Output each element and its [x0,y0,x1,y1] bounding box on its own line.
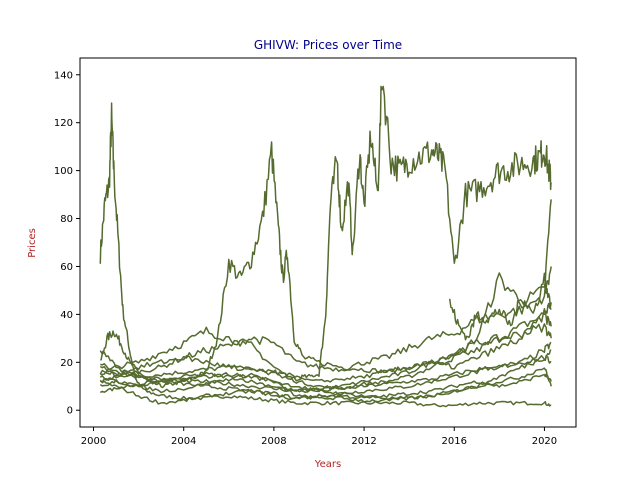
x-tick-label: 2000 [81,436,106,447]
x-tick-label: 2016 [442,436,467,447]
x-tick-label: 2008 [261,436,286,447]
x-axis-label: Years [314,459,341,470]
series-line-5 [100,266,552,383]
y-axis: 0 20 40 60 80 100 120 140 [54,70,80,417]
series-line-13 [99,307,552,383]
y-tick-label: 20 [60,358,73,369]
y-tick-label: 120 [54,118,73,129]
y-tick-label: 60 [60,262,73,273]
series-line-12 [448,272,552,341]
x-tick-label: 2004 [171,436,196,447]
plot-frame [79,57,577,428]
series-line-1 [99,102,552,408]
series-line-10 [99,350,552,400]
series-line-6 [99,323,552,392]
chart-title: GHIVW: Prices over Time [254,38,402,52]
y-tick-label: 140 [54,70,73,81]
y-tick-label: 100 [54,166,73,177]
x-tick-label: 2012 [351,436,376,447]
series-layer [99,85,552,408]
x-tick-label: 2020 [532,436,557,447]
series-line-9 [99,373,552,405]
series-line-11 [99,349,552,403]
x-axis: 2000 2004 2008 2012 2016 2020 [81,427,557,447]
y-tick-label: 40 [60,310,73,321]
y-axis-label: Prices [27,228,38,258]
series-line-3 [99,85,552,380]
y-tick-label: 80 [60,214,73,225]
y-tick-label: 0 [67,406,73,417]
